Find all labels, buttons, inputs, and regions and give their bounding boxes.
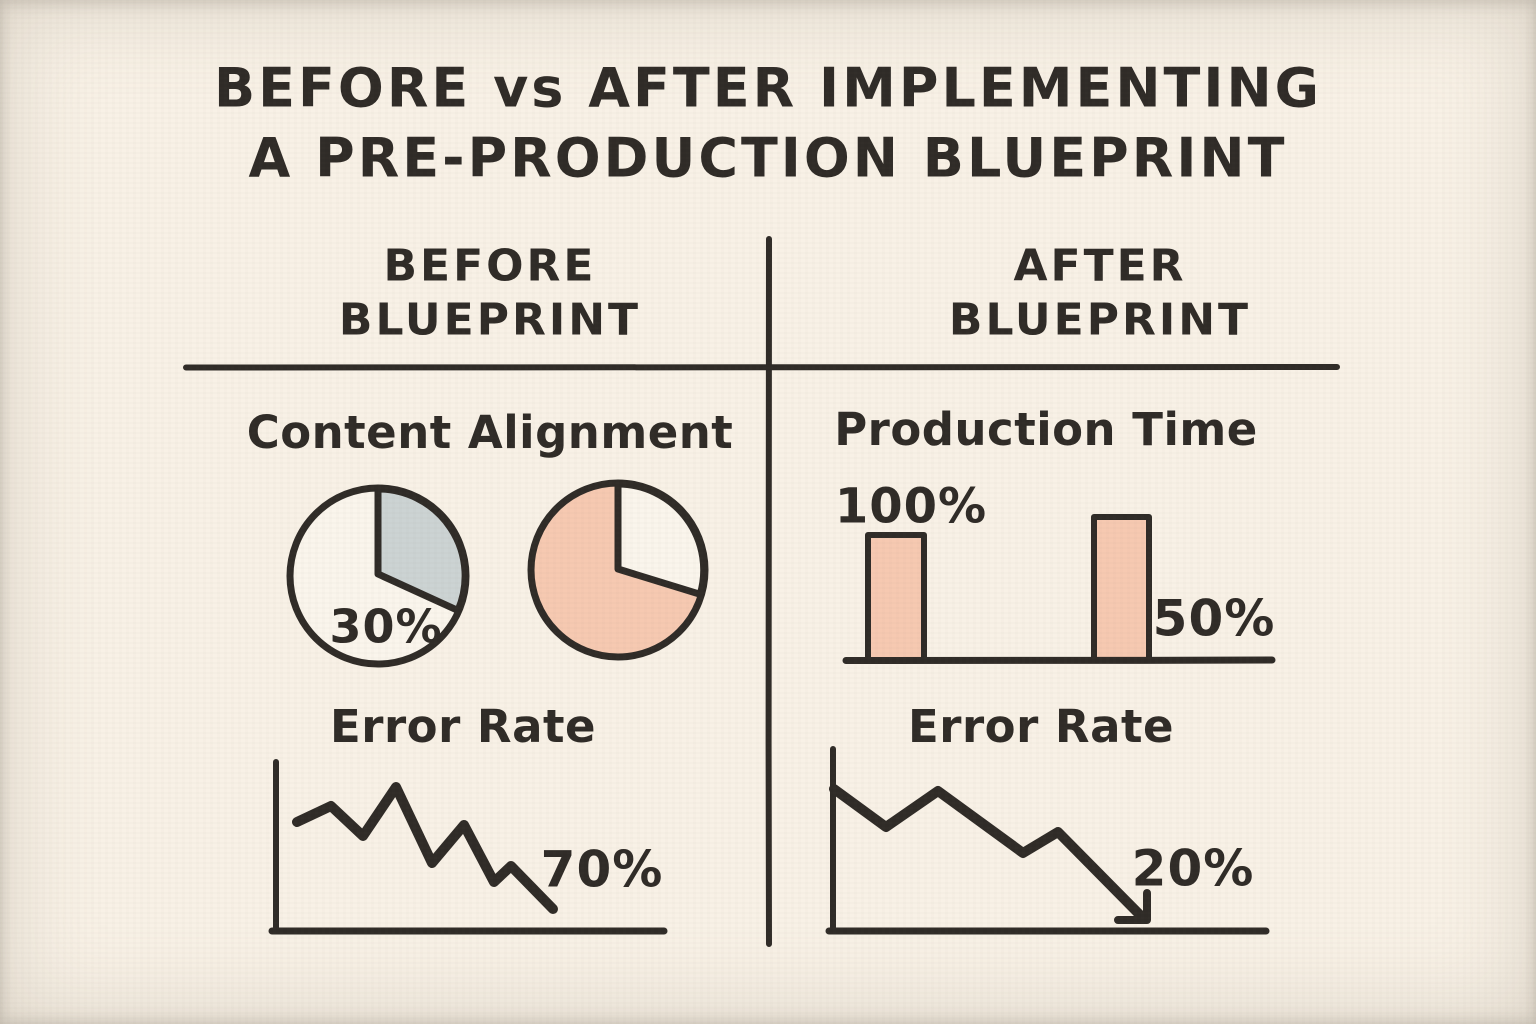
production-time-bars — [842, 514, 1276, 664]
after-column-header-line2: BLUEPRINT — [948, 294, 1252, 346]
error-rate-after-value-label: 20% — [1131, 839, 1255, 898]
pie-after-slice-30-white — [614, 480, 708, 598]
error-rate-before-value-label: 70% — [540, 840, 664, 899]
pie-chart-before — [286, 484, 470, 668]
before-column-header-line2: BLUEPRINT — [338, 294, 642, 346]
bar-100-percent — [865, 532, 927, 663]
pie-before-slice-30 — [374, 485, 469, 614]
bar-50-percent — [1091, 514, 1152, 663]
error-rate-before-chart — [268, 759, 668, 935]
bar-baseline — [842, 656, 1276, 664]
bar-50-label: 50% — [1152, 589, 1276, 648]
content-alignment-heading: Content Alignment — [246, 406, 734, 460]
production-time-heading: Production Time — [834, 403, 1258, 457]
page-title-line2: A PRE-PRODUCTION BLUEPRINT — [248, 126, 1288, 190]
error-rate-after-heading: Error Rate — [908, 700, 1174, 754]
header-rule-line — [183, 364, 1340, 371]
before-column-header-line1: BEFORE — [383, 240, 597, 292]
arrowhead-icon — [1114, 889, 1151, 924]
pie-chart-after — [527, 479, 709, 661]
error-before-trend-line — [292, 782, 558, 914]
pie-before-value-label: 30% — [329, 599, 443, 654]
page-title-line1: BEFORE vs AFTER IMPLEMENTING — [214, 56, 1322, 120]
error-rate-before-heading: Error Rate — [330, 700, 596, 754]
column-divider-line — [765, 236, 773, 947]
error-rate-after-chart — [825, 746, 1270, 935]
error-after-trend-line — [829, 784, 1146, 921]
bar-100-label: 100% — [834, 478, 988, 535]
after-column-header-line1: AFTER — [1013, 240, 1187, 292]
